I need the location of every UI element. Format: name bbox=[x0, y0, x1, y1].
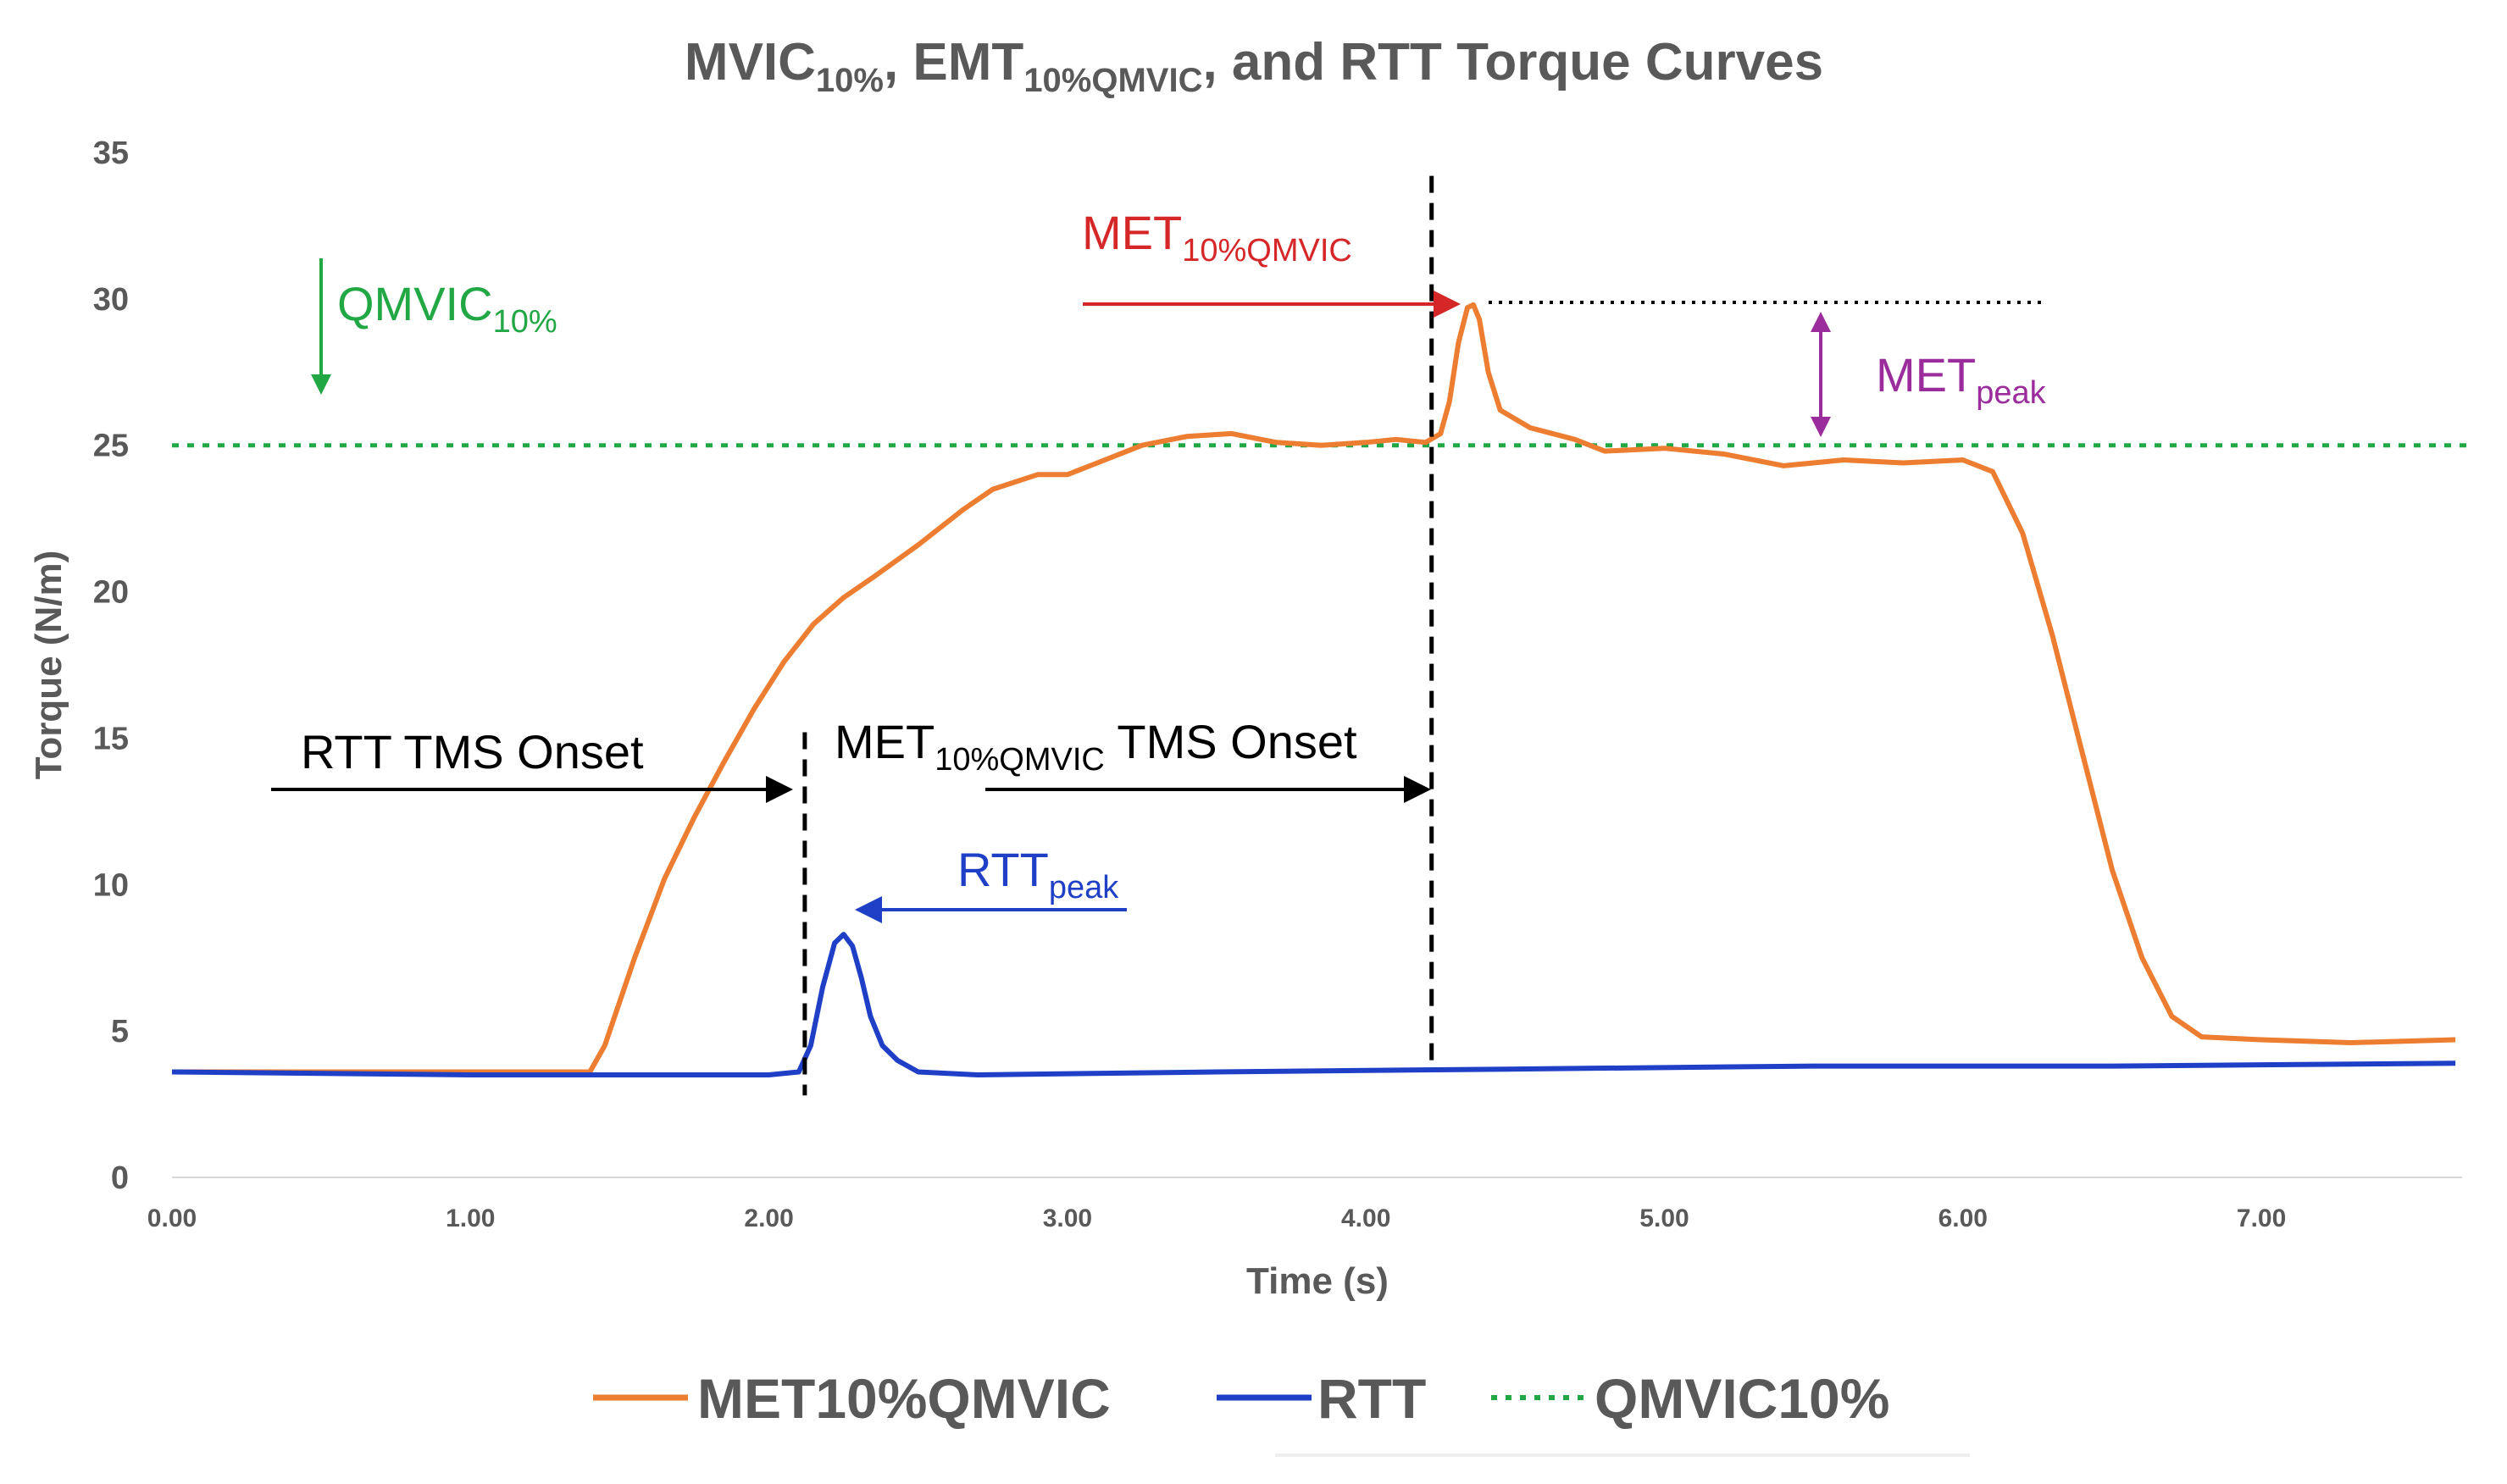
y-tick-label: 25 bbox=[93, 429, 129, 464]
y-tick-label: 20 bbox=[93, 575, 129, 611]
y-tick-label: 0 bbox=[111, 1160, 129, 1196]
met-peak-annotation-main: MET bbox=[1876, 348, 1976, 401]
qmvic-annotation-main: QMVIC bbox=[337, 277, 493, 330]
bottom-divider bbox=[1275, 1454, 1970, 1457]
y-tick-label: 15 bbox=[93, 721, 129, 756]
title-sub-1: 10% bbox=[816, 62, 884, 99]
met-onset-annotation-main: MET bbox=[835, 715, 935, 768]
rtt-peak-annotation-main: RTT bbox=[957, 843, 1049, 896]
x-tick-label: 2.00 bbox=[744, 1204, 793, 1232]
met-onset-annotation-tail: TMS Onset bbox=[1105, 715, 1357, 768]
y-tick-label: 35 bbox=[93, 136, 129, 171]
chart-title: MVIC10%, EMT10%QMVIC, and RTT Torque Cur… bbox=[685, 33, 1823, 99]
met-peak-annotation: METpeak bbox=[1876, 348, 2047, 411]
rtt-onset-annotation: RTT TMS Onset bbox=[301, 725, 644, 778]
x-tick-label: 4.00 bbox=[1341, 1204, 1390, 1232]
qmvic-annotation: QMVIC10% bbox=[337, 277, 557, 340]
title-part-3: , and RTT Torque Curves bbox=[1202, 33, 1823, 91]
rtt-peak-annotation: RTTpeak bbox=[957, 843, 1119, 905]
y-axis-label: Torque (N/m) bbox=[28, 551, 69, 780]
x-tick-label: 1.00 bbox=[446, 1204, 495, 1232]
y-tick-label: 5 bbox=[111, 1014, 129, 1049]
legend: MET10%QMVIC RTT QMVIC10% bbox=[593, 1367, 1889, 1430]
rtt-peak-annotation-sub: peak bbox=[1049, 870, 1119, 905]
legend-label-met: MET10%QMVIC bbox=[697, 1367, 1111, 1430]
x-tick-label: 5.00 bbox=[1639, 1204, 1689, 1232]
x-axis-label: Time (s) bbox=[1246, 1260, 1389, 1302]
met-peak-annotation-sub: peak bbox=[1976, 375, 2046, 411]
met-top-annotation-sub: 10%QMVIC bbox=[1182, 233, 1352, 269]
legend-label-qmvic: QMVIC10% bbox=[1595, 1367, 1889, 1430]
title-part-1: MVIC bbox=[685, 33, 816, 91]
met-onset-annotation: MET10%QMVIC TMS Onset bbox=[835, 715, 1357, 778]
title-part-2: , EMT bbox=[884, 33, 1023, 91]
met-onset-annotation-sub: 10%QMVIC bbox=[935, 742, 1105, 778]
rtt-series-line bbox=[171, 932, 2456, 1077]
x-tick-label: 0.00 bbox=[147, 1204, 197, 1232]
title-sub-2: 10%QMVIC bbox=[1023, 62, 1202, 99]
met-top-annotation: MET10%QMVIC bbox=[1082, 206, 1352, 269]
x-tick-label: 7.00 bbox=[2237, 1204, 2286, 1232]
met-series-line bbox=[172, 302, 2456, 1075]
x-tick-label: 3.00 bbox=[1043, 1204, 1092, 1232]
x-axis-ticks: 0.00 1.00 2.00 3.00 4.00 5.00 6.00 7.00 bbox=[147, 1204, 2286, 1232]
x-tick-label: 6.00 bbox=[1938, 1204, 1988, 1232]
y-tick-label: 10 bbox=[93, 867, 129, 903]
y-tick-label: 30 bbox=[93, 282, 129, 318]
qmvic-annotation-sub: 10% bbox=[493, 304, 557, 340]
legend-label-rtt: RTT bbox=[1317, 1367, 1426, 1430]
met-top-annotation-main: MET bbox=[1082, 206, 1182, 259]
y-axis-ticks: 0 5 10 15 20 25 30 35 bbox=[93, 136, 129, 1196]
